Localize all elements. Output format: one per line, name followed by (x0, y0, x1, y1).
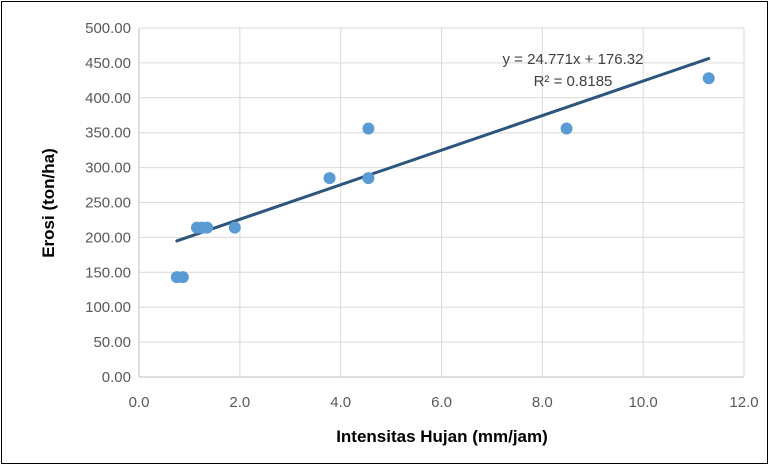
y-tick-label: 50.00 (93, 334, 131, 351)
y-tick-label: 400.00 (85, 90, 131, 107)
x-axis-title: Intensitas Hujan (mm/jam) (336, 427, 548, 446)
y-tick-label: 100.00 (85, 299, 131, 316)
data-points (170, 72, 715, 284)
data-point (323, 172, 336, 185)
trendline-group (175, 57, 711, 243)
y-tick-label: 200.00 (85, 229, 131, 246)
y-tick-label: 300.00 (85, 160, 131, 177)
x-tick-label: 2.0 (229, 394, 250, 411)
y-tick-labels: 0.00 50.00 100.00 150.00 200.00 250.00 300.00 3… (85, 20, 131, 386)
data-point (201, 221, 214, 234)
trendline-r2: R² = 0.8185 (534, 73, 613, 90)
x-tick-labels: 0.0 2.0 4.0 6.0 8.0 10.0 12.0 (129, 394, 759, 411)
y-tick-label: 250.00 (85, 195, 131, 212)
axes (138, 28, 744, 378)
y-tick-label: 450.00 (85, 55, 131, 72)
y-tick-label: 350.00 (85, 125, 131, 142)
x-tick-label: 10.0 (629, 394, 658, 411)
data-point (176, 271, 189, 284)
x-tick-label: 4.0 (330, 394, 351, 411)
trendline (175, 57, 711, 243)
data-point (702, 72, 715, 85)
data-point (228, 221, 241, 234)
gridlines (139, 27, 745, 377)
x-tick-label: 12.0 (729, 394, 758, 411)
y-tick-label: 0.00 (102, 369, 131, 386)
data-point (362, 172, 375, 185)
y-tick-label: 150.00 (85, 264, 131, 281)
trendline-equation: y = 24.771x + 176.32 (503, 51, 644, 68)
y-axis-title: Erosi (ton/ha) (39, 148, 58, 258)
data-point (362, 122, 375, 135)
x-tick-label: 6.0 (431, 394, 452, 411)
data-point (560, 122, 573, 135)
x-tick-label: 0.0 (129, 394, 150, 411)
x-tick-label: 8.0 (532, 394, 553, 411)
y-tick-label: 500.00 (85, 20, 131, 37)
